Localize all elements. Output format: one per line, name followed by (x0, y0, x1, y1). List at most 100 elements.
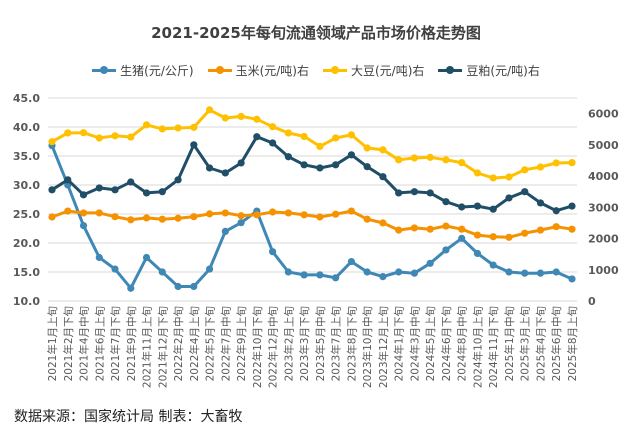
left-axis-tick: 20.0 (13, 237, 40, 250)
data-point (174, 282, 182, 291)
data-point (127, 178, 135, 186)
data-point (458, 225, 466, 233)
data-point (521, 166, 529, 174)
data-point (347, 131, 355, 139)
data-point (568, 275, 576, 283)
data-point (253, 211, 261, 219)
data-point (269, 248, 277, 256)
legend-item-pig: 生猪(元/公斤) (92, 62, 194, 79)
x-axis-tick: 2021年12月下旬 (156, 306, 169, 388)
data-point (269, 123, 277, 131)
legend-label: 玉米(元/吨)右 (235, 64, 309, 78)
x-axis-tick: 2025年6月中旬 (550, 306, 563, 381)
data-point (395, 189, 403, 197)
x-axis-tick: 2025年8月上旬 (566, 306, 579, 381)
legend-swatch (323, 66, 347, 74)
data-point (426, 225, 434, 233)
legend-item-soybean: 大豆(元/吨)右 (323, 62, 424, 79)
data-point (568, 159, 576, 167)
left-axis-tick: 15.0 (13, 266, 40, 279)
chart-title: 2021-2025年每旬流通领域产品市场价格走势图 (151, 24, 481, 42)
left-axis-tick: 40.0 (13, 121, 40, 134)
x-axis-tick: 2023年8月下旬 (345, 306, 358, 381)
data-point (442, 222, 450, 230)
data-point (48, 186, 56, 194)
x-axis-tick: 2023年3月下旬 (298, 306, 311, 381)
data-point (410, 154, 419, 162)
data-point (379, 146, 387, 154)
series-line-1 (51, 209, 573, 239)
data-point (347, 151, 355, 159)
data-point (284, 153, 292, 161)
data-point (300, 211, 308, 219)
series-line-2 (51, 108, 573, 180)
x-axis-tick: 2021年4月中旬 (78, 306, 91, 381)
x-axis-tick: 2025年4月下旬 (534, 306, 547, 381)
data-point (489, 174, 497, 182)
left-axis-tick: 25.0 (13, 208, 40, 221)
data-point (190, 213, 198, 221)
data-point (395, 156, 403, 164)
x-axis-tick: 2022年7月中旬 (219, 306, 232, 381)
data-point (158, 188, 166, 196)
legend-label: 豆粕(元/吨)右 (466, 64, 540, 78)
data-point (505, 233, 513, 241)
x-axis-tick: 2022年9月上旬 (235, 306, 248, 381)
data-point (79, 222, 88, 230)
x-axis-tick: 2023年7月上旬 (330, 306, 343, 381)
data-point (489, 233, 497, 241)
data-point (48, 213, 56, 221)
right-axis-tick: 4000 (588, 170, 619, 183)
data-point (332, 274, 340, 282)
data-point (505, 268, 513, 276)
data-point (300, 271, 308, 279)
legend: 生猪(元/公斤) 玉米(元/吨)右 大豆(元/吨)右 豆粕(元/吨)右 (0, 62, 632, 79)
legend-label: 大豆(元/吨)右 (351, 64, 425, 78)
x-axis-tick: 2024年10月上旬 (471, 306, 484, 388)
right-axis-tick: 1000 (588, 264, 619, 277)
data-point (158, 215, 166, 223)
data-point (95, 209, 103, 217)
data-point (316, 213, 324, 221)
legend-swatch (207, 66, 232, 74)
data-point (127, 216, 135, 224)
data-point (269, 139, 277, 147)
data-point (442, 156, 450, 164)
data-point (127, 284, 135, 292)
data-point (64, 129, 72, 137)
x-axis-tick: 2024年5月上旬 (424, 306, 437, 381)
data-point (458, 159, 466, 167)
x-axis-tick: 2025年3月上旬 (519, 306, 532, 381)
data-point (536, 163, 545, 171)
data-point (221, 114, 229, 122)
x-axis-tick: 2021年7月下旬 (109, 306, 122, 381)
data-point (536, 269, 545, 277)
data-point (190, 141, 198, 149)
data-point (64, 207, 72, 215)
x-axis-tick: 2022年10月下旬 (251, 306, 264, 388)
data-point (395, 226, 403, 234)
left-axis-tick: 30.0 (13, 179, 40, 192)
data-point (253, 115, 261, 123)
data-point (442, 198, 450, 206)
data-point (79, 209, 88, 217)
data-point (111, 186, 119, 194)
data-point (111, 213, 119, 221)
x-axis-tick: 2024年11月下旬 (487, 306, 500, 388)
data-point (190, 123, 198, 131)
legend-item-soymeal: 豆粕(元/吨)右 (438, 62, 540, 79)
source-note: 数据来源：国家统计局 制表：大畜牧 (14, 409, 243, 425)
data-point (221, 227, 229, 235)
data-point (568, 202, 576, 210)
data-point (205, 164, 214, 172)
data-point (505, 173, 513, 181)
x-axis-tick: 2025年1月中旬 (503, 306, 516, 381)
x-axis-tick: 2024年6月下旬 (440, 306, 453, 381)
data-point (158, 268, 166, 276)
data-point (79, 129, 88, 137)
x-axis-tick: 2022年2月中旬 (172, 306, 185, 381)
data-point (190, 282, 198, 291)
data-point (316, 271, 324, 279)
data-point (473, 231, 482, 239)
data-point (269, 208, 277, 216)
